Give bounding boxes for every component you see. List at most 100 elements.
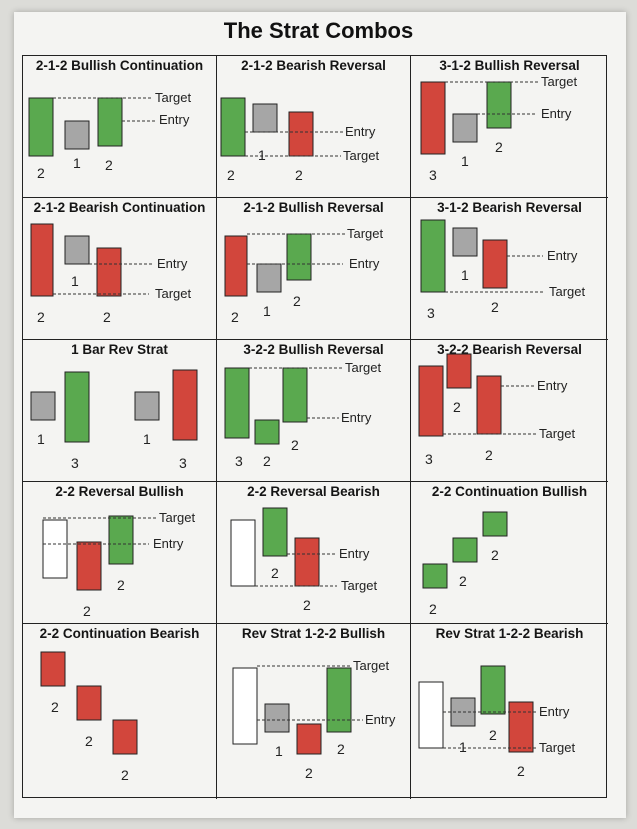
candle-green	[64, 371, 90, 443]
candle-green	[254, 419, 280, 445]
candle-green	[422, 563, 448, 589]
cell-322-bullish-reversal: 3-2-2 Bullish Reversal Target Entry 3 2 …	[217, 340, 411, 482]
candle-outline	[42, 519, 68, 579]
cell-title: 3-1-2 Bearish Reversal	[437, 200, 582, 215]
candle-red	[294, 537, 320, 587]
target-label: Target	[345, 360, 382, 375]
bar-number: 2	[37, 165, 45, 181]
candle-red	[40, 651, 66, 687]
pattern-diagram: 2 2 2	[40, 651, 138, 783]
candle-red	[508, 701, 534, 753]
bar-number: 2	[291, 437, 299, 453]
cell-312-bearish-reversal: 3-1-2 Bearish Reversal Entry Target 3 1 …	[411, 198, 608, 340]
candle-red	[172, 369, 198, 441]
candle-grey	[264, 703, 290, 733]
bar-number: 2	[117, 577, 125, 593]
candle-green	[452, 537, 478, 563]
entry-label: Entry	[159, 112, 190, 127]
bar-number: 2	[495, 139, 503, 155]
cell-title: Rev Strat 1-2-2 Bullish	[241, 626, 386, 641]
candle-red	[30, 223, 54, 297]
candle-grey	[252, 103, 278, 133]
candle-green	[262, 507, 288, 557]
cell-title: 1 Bar Rev Strat	[71, 342, 168, 357]
pattern-diagram: Entry Target 2 1 2	[220, 97, 380, 183]
bar-number: 2	[37, 309, 45, 325]
entry-label: Entry	[547, 248, 578, 263]
cell-title: 2-2 Continuation Bullish	[431, 484, 588, 499]
candle-grey	[64, 120, 90, 150]
cell-22-reversal-bearish: 2-2 Reversal Bearish Entry Target 2 2	[217, 482, 411, 624]
cell-322-bearish-reversal: 3-2-2 Bearish Reversal Entry Target 3 2 …	[411, 340, 608, 482]
target-label: Target	[341, 578, 378, 593]
bar-number: 2	[459, 573, 467, 589]
bar-number: 2	[517, 763, 525, 779]
target-label: Target	[155, 286, 192, 301]
bar-number: 2	[453, 399, 461, 415]
candle-green	[282, 367, 308, 423]
cell-title: Rev Strat 1-2-2 Bearish	[435, 626, 584, 641]
bar-number: 1	[461, 267, 469, 283]
bar-number: 2	[491, 299, 499, 315]
cell-rev-strat-122-bullish: Rev Strat 1-2-2 Bullish Target Entry 1 2…	[217, 624, 411, 799]
entry-label: Entry	[345, 124, 376, 139]
bar-number: 3	[235, 453, 243, 469]
target-label: Target	[539, 740, 576, 755]
target-label: Target	[541, 74, 578, 89]
cell-title: 2-1-2 Bullish Reversal	[243, 200, 384, 215]
bar-number: 1	[275, 743, 283, 759]
bar-number: 3	[179, 455, 187, 471]
bar-number: 1	[263, 303, 271, 319]
candle-grey	[256, 263, 282, 293]
entry-label: Entry	[541, 106, 572, 121]
candle-red	[476, 375, 502, 435]
cell-title: 3-1-2 Bullish Reversal	[439, 58, 580, 73]
candle-green	[220, 97, 246, 157]
candle-green	[28, 97, 54, 157]
target-label: Target	[155, 90, 192, 105]
page-title: The Strat Combos	[223, 18, 414, 43]
bar-number: 3	[429, 167, 437, 183]
pattern-diagram: Entry Target 1 2 2	[418, 665, 576, 779]
bar-number: 2	[121, 767, 129, 783]
pattern-diagram: Entry Target 2 1 2	[30, 223, 192, 325]
bar-number: 3	[425, 451, 433, 467]
bar-number: 2	[103, 309, 111, 325]
bar-number: 2	[293, 293, 301, 309]
cell-title: 3-2-2 Bullish Reversal	[243, 342, 384, 357]
entry-label: Entry	[157, 256, 188, 271]
bar-number: 2	[105, 157, 113, 173]
bar-number: 1	[459, 739, 467, 755]
bar-number: 1	[37, 431, 45, 447]
target-label: Target	[549, 284, 586, 299]
candle-outline	[230, 519, 256, 587]
cell-title: 3-2-2 Bearish Reversal	[437, 342, 582, 357]
bar-number: 2	[485, 447, 493, 463]
pattern-diagram: Entry Target 2 2	[230, 507, 378, 613]
pattern-diagram: Target Entry 2 2	[42, 510, 196, 619]
bar-number: 1	[461, 153, 469, 169]
candle-red	[420, 81, 446, 155]
bar-number: 2	[303, 597, 311, 613]
target-label: Target	[347, 226, 384, 241]
candle-grey	[452, 227, 478, 257]
target-label: Target	[539, 426, 576, 441]
cell-title: 2-1-2 Bullish Continuation	[35, 58, 204, 73]
bar-number: 2	[83, 603, 91, 619]
target-label: Target	[353, 658, 390, 673]
candle-green	[97, 97, 123, 147]
bar-number: 3	[427, 305, 435, 321]
cell-title: 2-1-2 Bearish Continuation	[33, 200, 206, 215]
cell-212-bullish-reversal: 2-1-2 Bullish Reversal Target Entry 2 1 …	[217, 198, 411, 340]
entry-label: Entry	[539, 704, 570, 719]
entry-label: Entry	[349, 256, 380, 271]
bar-number: 2	[231, 309, 239, 325]
entry-label: Entry	[339, 546, 370, 561]
candle-green	[108, 515, 134, 565]
bar-number: 2	[85, 733, 93, 749]
bar-number: 2	[295, 167, 303, 183]
candle-grey	[134, 391, 160, 421]
cell-title: 2-2 Reversal Bullish	[55, 484, 184, 499]
candle-outline	[418, 681, 444, 749]
candle-outline	[232, 667, 258, 745]
